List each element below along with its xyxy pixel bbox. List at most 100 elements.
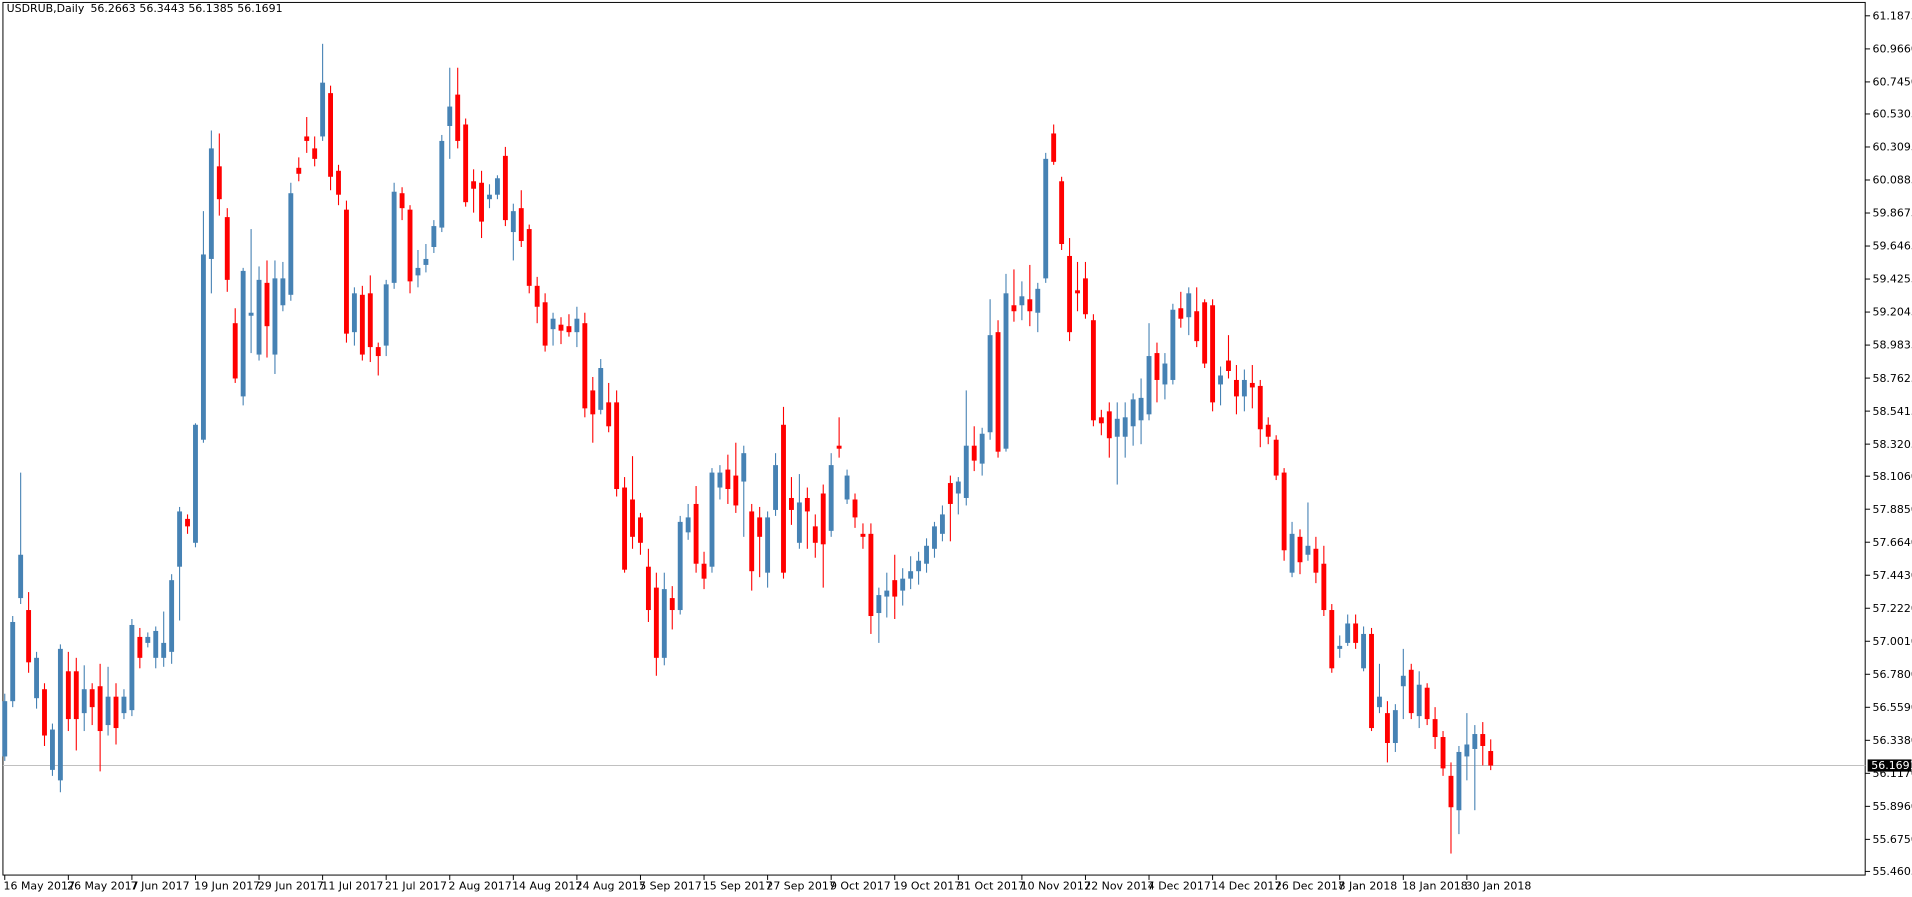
- y-tick-label: 56.7800: [1873, 668, 1912, 681]
- candle-body: [129, 624, 135, 711]
- candle-body: [1321, 563, 1327, 611]
- candle-body: [479, 182, 484, 222]
- candle-body: [661, 589, 667, 658]
- candle-body: [701, 563, 707, 579]
- candle-body: [1241, 379, 1247, 397]
- candle-body: [884, 590, 890, 597]
- candle-body: [1313, 548, 1319, 573]
- y-tick-label: 56.5590: [1873, 701, 1912, 714]
- candle-body: [812, 526, 818, 543]
- candle-body: [1488, 751, 1494, 766]
- candle-body: [97, 686, 103, 732]
- candle-body: [1162, 363, 1168, 385]
- candle-body: [359, 294, 365, 355]
- candle-body: [344, 209, 349, 334]
- candle-body: [1202, 302, 1208, 364]
- y-tick-label: 57.8850: [1873, 503, 1912, 516]
- candle-body: [892, 580, 898, 597]
- y-tick-label: 57.6640: [1873, 536, 1912, 549]
- candle-body: [1265, 424, 1271, 437]
- y-tick-label: 60.7450: [1873, 76, 1912, 89]
- candle-body: [979, 433, 985, 464]
- candle-body: [749, 511, 755, 572]
- x-tick-label: 10 Nov 2017: [1021, 880, 1091, 893]
- candle-body: [105, 696, 111, 726]
- candle-body: [200, 254, 206, 440]
- candle-body: [1210, 305, 1216, 403]
- y-tick-label: 60.5305: [1873, 108, 1912, 121]
- candle-body: [526, 229, 532, 286]
- y-tick-label: 56.3380: [1873, 734, 1912, 747]
- x-tick-label: 15 Sep 2017: [703, 880, 772, 893]
- candle-body: [351, 293, 357, 333]
- header-value: 56.3443: [139, 2, 184, 15]
- candle-body: [908, 571, 914, 579]
- candle-body: [550, 318, 556, 330]
- candle-body: [1178, 308, 1184, 319]
- y-tick-label: 58.1060: [1873, 470, 1912, 483]
- candle-body: [844, 475, 850, 500]
- candle-body: [1432, 719, 1438, 738]
- candle-body: [1353, 623, 1359, 643]
- candle-body: [820, 493, 826, 545]
- candle-body: [852, 499, 858, 518]
- candle-body: [1377, 696, 1382, 708]
- candle-body: [709, 472, 715, 567]
- candle-body: [487, 194, 492, 200]
- candle-body: [113, 696, 119, 729]
- x-tick-label: 7 Jun 2017: [131, 880, 190, 893]
- candle-body: [272, 278, 278, 355]
- candle-body: [1035, 288, 1041, 313]
- candle-body: [153, 630, 159, 658]
- candle-body: [34, 657, 39, 699]
- candle-body: [73, 671, 79, 720]
- candle-body: [1281, 472, 1287, 551]
- y-tick-label: 55.6750: [1873, 833, 1912, 846]
- candle-body: [1059, 181, 1065, 245]
- x-tick-label: 16 May 2017: [4, 880, 75, 893]
- candle-body: [304, 136, 310, 141]
- candle-body: [947, 483, 953, 504]
- candle-body: [193, 424, 198, 543]
- candle-body: [232, 323, 238, 379]
- candle-body: [1345, 623, 1351, 643]
- candle-body: [574, 318, 580, 333]
- candle-body: [280, 278, 286, 306]
- x-tick-label: 26 Dec 2017: [1275, 880, 1345, 893]
- candle-body: [248, 312, 254, 316]
- candle-body: [1011, 305, 1017, 312]
- candle-body: [1027, 299, 1033, 312]
- x-tick-label: 18 Jan 2018: [1402, 880, 1468, 893]
- candle-body: [566, 326, 572, 333]
- x-tick-label: 22 Nov 2017: [1084, 880, 1154, 893]
- y-tick-label: 60.9660: [1873, 43, 1912, 56]
- candle-body: [733, 475, 739, 506]
- candle-body: [677, 521, 683, 611]
- candle-body: [1019, 296, 1025, 306]
- candle-body: [185, 518, 190, 527]
- candle-body: [963, 445, 969, 498]
- candle-body: [534, 285, 540, 307]
- candle-body: [1337, 645, 1343, 649]
- candle-body: [208, 148, 214, 259]
- candle-body: [423, 258, 429, 265]
- candle-body: [1146, 356, 1152, 415]
- candle-body: [645, 566, 651, 611]
- candle-body: [431, 226, 437, 247]
- candle-body: [57, 648, 63, 781]
- x-tick-label: 24 Aug 2017: [576, 880, 646, 893]
- candle-body: [804, 497, 810, 512]
- candle-body: [26, 610, 32, 663]
- candle-body: [1130, 399, 1136, 427]
- candle-body: [828, 465, 834, 531]
- candle-body: [240, 270, 246, 397]
- candle-body: [757, 517, 763, 537]
- candle-body: [1106, 411, 1112, 439]
- candle-body: [995, 332, 1001, 452]
- candle-body: [328, 93, 333, 177]
